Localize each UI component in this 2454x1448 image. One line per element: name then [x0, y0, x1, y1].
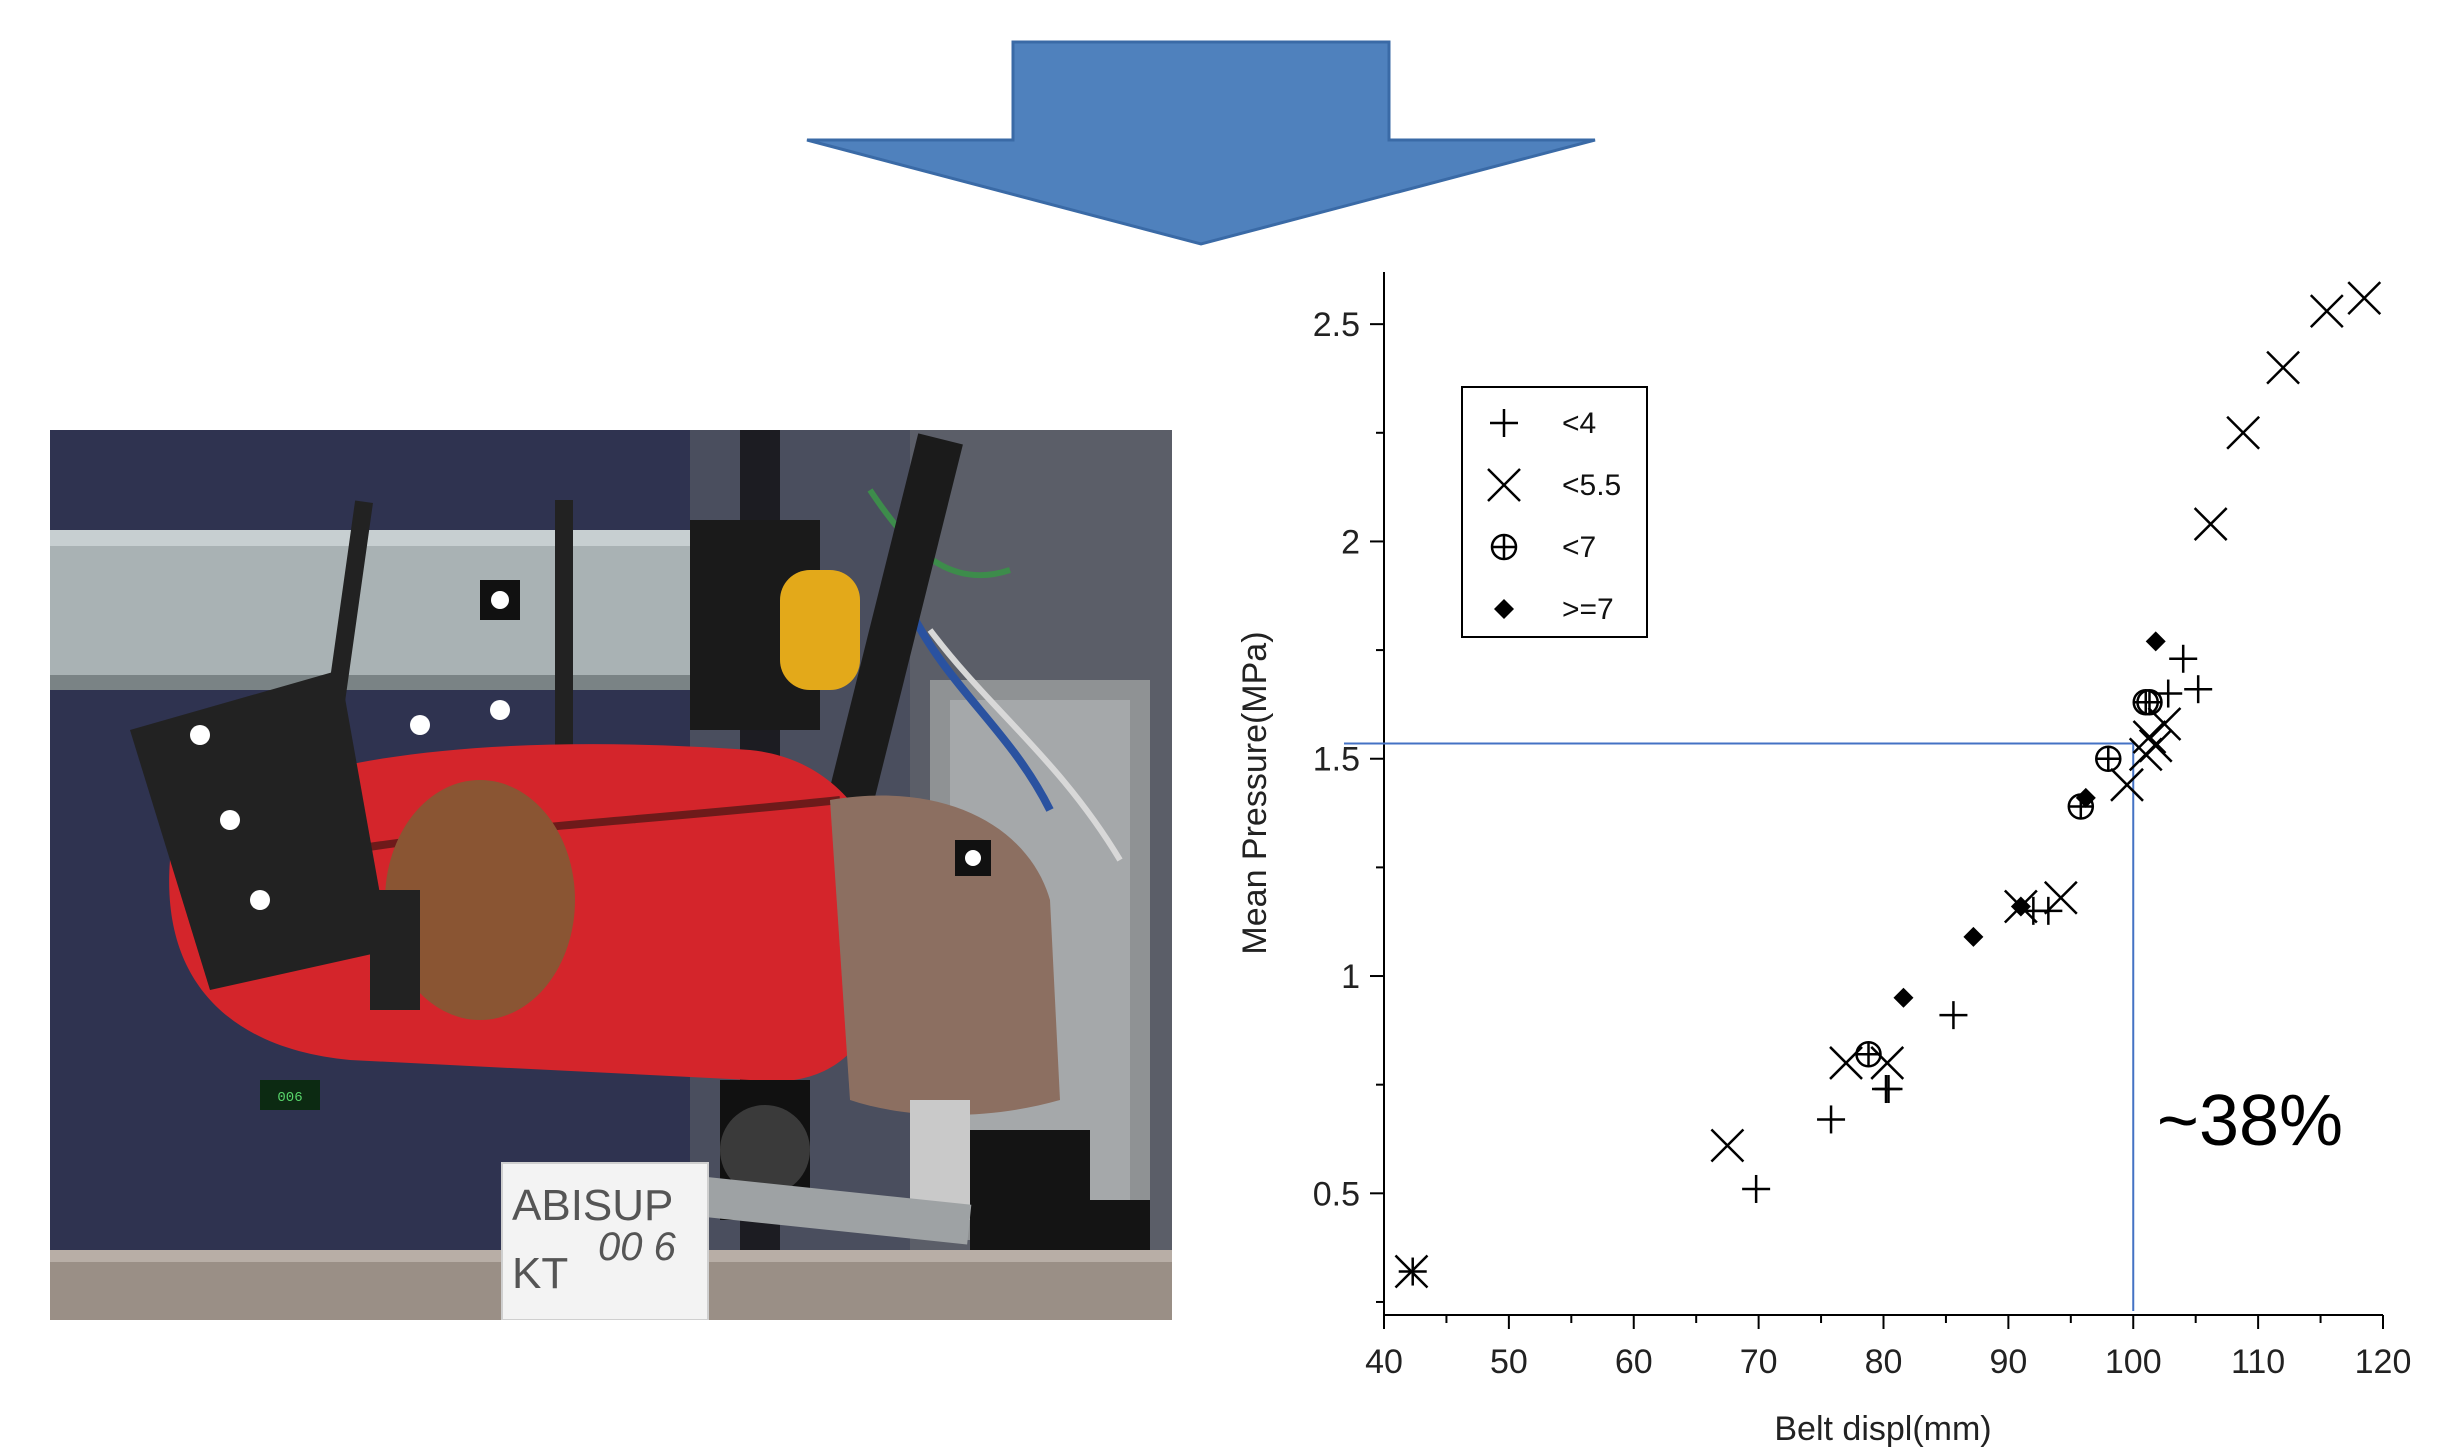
- legend-marker-circle-plus-icon: [1490, 533, 1518, 561]
- data-point-diamond: [2145, 631, 2166, 652]
- data-point-x: [2043, 880, 2078, 915]
- data-point-x: [2193, 507, 2228, 541]
- data-point-x: [1710, 1128, 1745, 1163]
- x-tick-label: 60: [1615, 1343, 1653, 1381]
- data-point-plus: [1939, 1001, 1968, 1030]
- data-point-plus: [1742, 1174, 1771, 1203]
- data-point-x: [1394, 1254, 1429, 1289]
- legend-marker-x-icon: [1487, 468, 1521, 502]
- x-tick-label: 70: [1740, 1343, 1778, 1381]
- down-arrow-shape: [806, 40, 1596, 246]
- data-point-x: [2347, 281, 2382, 315]
- data-point-diamond: [1893, 987, 1914, 1008]
- y-tick-label: 0.5: [1313, 1175, 1360, 1213]
- sign-line-2: KT: [512, 1249, 568, 1298]
- data-point-plus: [1817, 1105, 1846, 1134]
- data-point-x: [1870, 1046, 1905, 1080]
- data-point-diamond: [1963, 926, 1984, 947]
- y-tick-label: 2.5: [1313, 306, 1360, 344]
- down-arrow-icon: [806, 40, 1596, 246]
- test-rig-illustration: 006 ABISUP KT 00 6: [50, 430, 1172, 1320]
- x-axis-title: Belt displ(mm): [1774, 1410, 1991, 1448]
- data-point-plus: [2169, 644, 2198, 673]
- y-tick-label: 1.5: [1313, 741, 1360, 779]
- data-point-circle-plus: [1855, 1041, 1882, 1068]
- data-point-plus: [1874, 1075, 1903, 1104]
- data-points: [1394, 281, 2382, 1289]
- display-readout: 006: [277, 1090, 302, 1106]
- data-point-circle-plus: [2095, 745, 2122, 772]
- legend-box: [1461, 386, 1648, 638]
- y-tick-label: 1: [1341, 958, 1360, 996]
- data-point-diamond: [2075, 787, 2096, 808]
- data-point-diamond: [2010, 896, 2031, 917]
- data-point-plus: [2184, 675, 2213, 704]
- data-point-x: [2110, 767, 2144, 802]
- x-tick-label: 40: [1365, 1343, 1403, 1381]
- data-point-x: [2132, 720, 2167, 754]
- data-point-x: [2309, 294, 2344, 328]
- sign-line-1: ABISUP: [512, 1181, 673, 1230]
- legend-marker-plus-icon: [1490, 409, 1518, 437]
- legend-label: <5.5: [1562, 469, 1621, 502]
- legend-label: >=7: [1562, 593, 1614, 626]
- data-point-x: [2266, 350, 2300, 385]
- x-tick-label: 120: [2355, 1343, 2412, 1381]
- percentage-annotation: ~38%: [2157, 1081, 2343, 1161]
- x-tick-label: 110: [2231, 1343, 2285, 1381]
- legend: <4 <5.5 <7 >=7: [1461, 386, 1648, 638]
- legend-marker-diamond-icon: [1494, 599, 1514, 619]
- reference-lines: [1344, 742, 2135, 1311]
- x-tick-label: 50: [1490, 1343, 1528, 1381]
- data-point-circle-plus: [2136, 688, 2163, 716]
- x-tick-label: 100: [2105, 1343, 2162, 1381]
- data-point-x: [2138, 728, 2173, 763]
- y-axis-title: Mean Pressure(MPa): [1236, 631, 1274, 954]
- sign-handwritten: 00 6: [598, 1225, 677, 1269]
- x-tick-label: 90: [1989, 1343, 2027, 1381]
- legend-label: <7: [1562, 531, 1596, 564]
- y-tick-label: 2: [1341, 523, 1360, 561]
- x-ticks: 40 50 60 70 80 90 100 110 120: [1365, 1315, 2411, 1381]
- legend-label: <4: [1562, 407, 1596, 440]
- test-rig-photo: 006 ABISUP KT 00 6: [50, 430, 1172, 1320]
- y-ticks: 0.5 1 1.5 2 2.5: [1313, 306, 1384, 1303]
- data-point-x: [2226, 415, 2261, 450]
- x-tick-label: 80: [1865, 1343, 1903, 1381]
